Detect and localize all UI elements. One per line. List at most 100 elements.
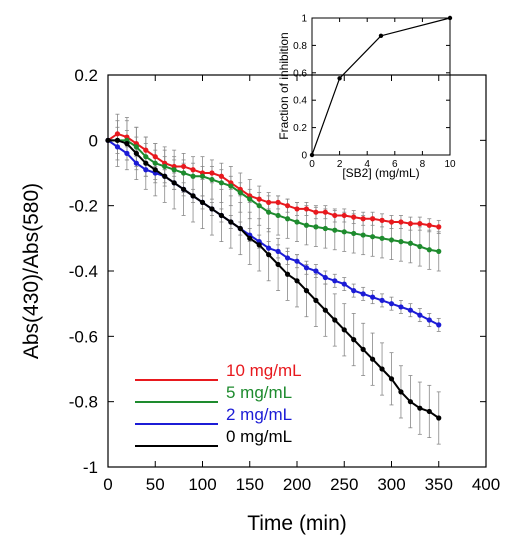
x-tick-label: 200 bbox=[283, 475, 311, 494]
inset-y-axis-label: Fraction of inhibition bbox=[277, 32, 291, 139]
data-point bbox=[190, 167, 196, 173]
data-point bbox=[322, 274, 328, 281]
data-point bbox=[275, 212, 281, 219]
data-point bbox=[256, 203, 262, 209]
x-tick-label: 300 bbox=[377, 475, 405, 494]
data-point bbox=[417, 221, 423, 227]
y-tick-label: -0.4 bbox=[69, 262, 98, 281]
data-point bbox=[124, 141, 130, 147]
data-point bbox=[266, 245, 272, 251]
data-point bbox=[388, 219, 395, 225]
data-point bbox=[417, 243, 423, 250]
data-point bbox=[360, 216, 366, 222]
data-point bbox=[171, 167, 177, 173]
data-point bbox=[294, 219, 300, 225]
y-axis-ticks: -1 -0.8 -0.6 -0.4 -0.2 0 0.2 bbox=[69, 66, 486, 477]
inset-x-axis-ticks: 0 2 4 6 8 10 bbox=[309, 18, 456, 170]
data-point bbox=[426, 408, 432, 415]
data-point bbox=[370, 356, 376, 362]
data-point bbox=[379, 235, 385, 241]
data-point bbox=[351, 214, 357, 220]
data-point bbox=[284, 271, 291, 277]
y-tick-label: -0.2 bbox=[69, 197, 98, 216]
data-point bbox=[341, 229, 347, 235]
y-tick-label: 0 bbox=[301, 151, 307, 162]
data-point bbox=[303, 222, 310, 228]
data-point bbox=[209, 206, 215, 212]
data-point bbox=[313, 297, 319, 303]
main-plot: 0 50 100 150 200 250 300 350 400 -1-0.8-0.6-0.4-… bbox=[20, 66, 500, 535]
data-point bbox=[379, 297, 385, 303]
data-point bbox=[360, 346, 366, 352]
data-point bbox=[417, 312, 423, 318]
data-point bbox=[426, 247, 432, 253]
legend-label: 0 mg/mL bbox=[226, 427, 292, 446]
data-point bbox=[341, 212, 347, 219]
data-point bbox=[199, 173, 206, 179]
x-tick-label: 10 bbox=[444, 159, 456, 170]
data-point bbox=[341, 281, 347, 287]
data-point bbox=[190, 173, 196, 179]
data-point bbox=[398, 239, 404, 245]
data-point bbox=[275, 261, 281, 268]
x-tick-label: 150 bbox=[236, 475, 264, 494]
data-point bbox=[190, 193, 196, 199]
data-point bbox=[294, 258, 300, 264]
data-point bbox=[322, 209, 328, 215]
y-tick-label: 0.6 bbox=[293, 68, 307, 79]
data-point bbox=[436, 322, 442, 328]
inset-series-group bbox=[309, 15, 453, 158]
data-point bbox=[322, 225, 328, 232]
y-tick-label: -0.6 bbox=[69, 327, 98, 346]
data-point bbox=[133, 160, 139, 166]
data-point bbox=[378, 33, 384, 39]
data-point bbox=[407, 307, 413, 313]
data-point bbox=[351, 230, 357, 237]
inset-plot-frame bbox=[311, 17, 451, 156]
data-point bbox=[303, 206, 310, 212]
data-point bbox=[181, 163, 187, 170]
data-point bbox=[426, 317, 432, 323]
data-point bbox=[237, 190, 243, 196]
x-tick-label: 0 bbox=[309, 159, 315, 170]
data-point bbox=[209, 176, 215, 183]
x-tick-label: 400 bbox=[472, 475, 500, 494]
y-tick-label: 0.4 bbox=[293, 96, 307, 107]
data-point bbox=[284, 216, 291, 222]
data-point bbox=[275, 248, 281, 254]
x-tick-label: 100 bbox=[188, 475, 216, 494]
data-point bbox=[133, 150, 139, 156]
data-point bbox=[114, 131, 121, 137]
data-point bbox=[388, 301, 395, 307]
data-point bbox=[360, 232, 366, 238]
data-point bbox=[266, 252, 272, 258]
data-point bbox=[322, 307, 328, 313]
data-point bbox=[218, 173, 224, 179]
x-tick-label: 250 bbox=[330, 475, 358, 494]
data-point bbox=[360, 291, 366, 297]
data-point bbox=[256, 196, 262, 202]
data-point bbox=[370, 294, 376, 300]
data-point bbox=[313, 268, 319, 274]
data-point bbox=[379, 366, 385, 372]
data-point bbox=[143, 154, 149, 160]
y-tick-label: 1 bbox=[301, 14, 307, 25]
x-tick-label: 0 bbox=[103, 475, 112, 494]
data-point bbox=[407, 399, 413, 405]
data-point bbox=[266, 199, 272, 205]
data-point bbox=[294, 206, 300, 212]
data-point bbox=[398, 389, 404, 395]
data-point bbox=[228, 183, 234, 189]
data-point bbox=[388, 376, 395, 382]
data-point bbox=[379, 217, 385, 223]
data-point bbox=[162, 173, 168, 179]
legend: 10 mg/mL 5 mg/mL 2 mg/mL 0 mg/mL bbox=[135, 361, 302, 447]
x-tick-label: 4 bbox=[364, 159, 370, 170]
data-point bbox=[337, 76, 342, 81]
data-point bbox=[124, 150, 130, 156]
data-point bbox=[284, 203, 291, 209]
inset-y-axis-ticks: 0 0.2 0.4 0.6 0.8 1 bbox=[293, 14, 450, 162]
x-tick-label: 2 bbox=[337, 159, 343, 170]
data-point bbox=[209, 170, 215, 176]
